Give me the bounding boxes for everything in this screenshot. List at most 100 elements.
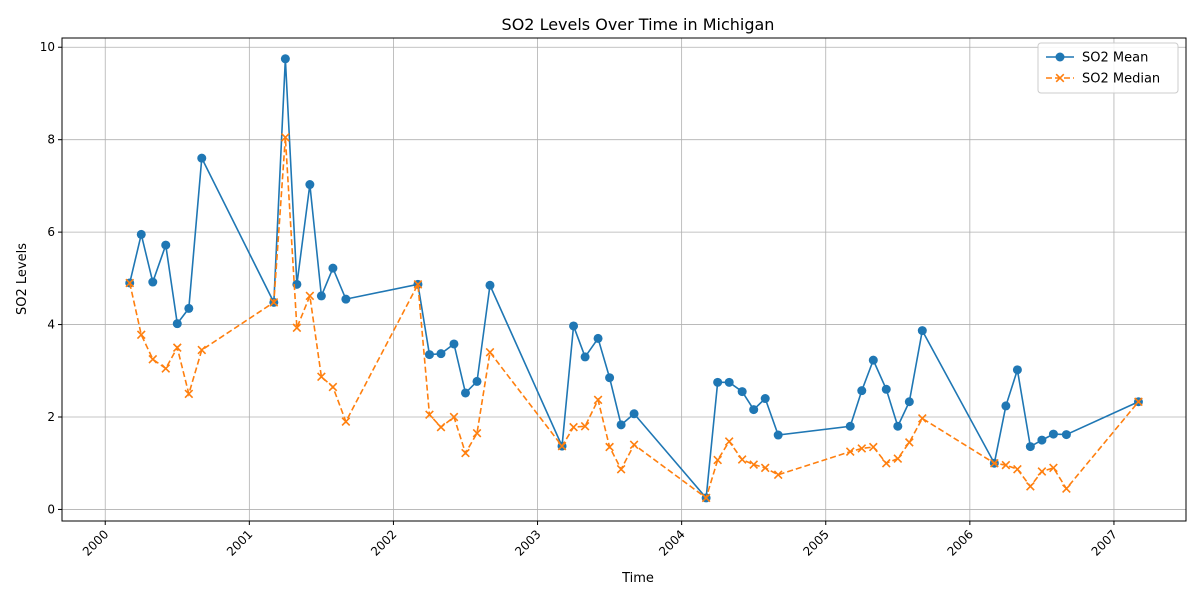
data-point — [737, 387, 747, 397]
data-point — [125, 278, 135, 288]
data-point — [1001, 401, 1011, 411]
data-point — [292, 323, 302, 333]
legend-marker — [1055, 73, 1065, 83]
data-point — [280, 54, 290, 64]
data-point — [161, 240, 171, 250]
y-axis: 0 2 4 6 8 10 — [40, 40, 62, 516]
data-point — [1037, 467, 1047, 476]
data-point — [460, 388, 470, 398]
data-point — [1048, 429, 1058, 439]
data-point — [881, 458, 891, 468]
data-point — [449, 412, 459, 422]
data-point — [724, 437, 734, 446]
y-tick-label: 10 — [40, 40, 55, 54]
data-point — [713, 455, 723, 465]
data-point — [580, 352, 590, 362]
legend: SO2 Mean SO2 Median — [1037, 42, 1179, 94]
data-point — [1025, 442, 1035, 452]
data-point — [436, 349, 446, 359]
data-point — [461, 448, 470, 458]
data-point — [436, 422, 446, 432]
data-point — [629, 440, 639, 450]
chart-title: SO2 Levels Over Time in Michigan — [502, 15, 775, 34]
data-point — [1037, 435, 1047, 445]
data-point — [629, 409, 639, 419]
data-point — [341, 294, 351, 304]
data-point — [1049, 463, 1058, 473]
data-point — [857, 386, 867, 396]
data-point — [593, 333, 603, 343]
data-point — [425, 410, 434, 420]
data-point — [904, 397, 914, 407]
data-point — [1026, 481, 1035, 491]
data-point — [305, 291, 315, 301]
data-point — [845, 447, 855, 457]
data-point — [749, 405, 759, 415]
data-point — [868, 355, 878, 365]
y-tick-label: 6 — [47, 225, 55, 239]
data-point — [424, 350, 434, 360]
series-so2-median — [125, 133, 1143, 503]
data-point — [569, 321, 579, 331]
data-point — [280, 133, 290, 142]
data-point — [773, 470, 783, 480]
data-point — [760, 394, 770, 404]
data-point — [328, 382, 338, 392]
series-layer — [125, 54, 1143, 503]
legend-label: SO2 Median — [1082, 72, 1160, 87]
data-point — [197, 345, 207, 355]
data-point — [893, 421, 903, 431]
y-tick-label: 4 — [47, 318, 55, 332]
data-point — [316, 291, 326, 301]
plot-frame — [61, 37, 1187, 522]
data-point — [305, 180, 315, 190]
data-point — [184, 303, 194, 313]
data-point — [317, 372, 326, 382]
data-point — [1061, 430, 1071, 440]
data-point — [605, 442, 614, 452]
data-point — [773, 430, 783, 440]
legend-box — [1037, 42, 1179, 94]
data-point — [172, 343, 182, 353]
data-point — [989, 458, 999, 468]
data-point — [197, 153, 207, 163]
data-point — [616, 420, 626, 430]
data-point — [413, 279, 423, 289]
data-point — [1062, 484, 1071, 494]
y-tick-label: 2 — [47, 410, 55, 424]
data-point — [857, 444, 867, 453]
data-point — [1012, 365, 1022, 375]
data-point — [917, 414, 927, 423]
data-point — [868, 442, 878, 452]
series-line — [128, 58, 1139, 500]
data-point — [449, 339, 459, 349]
data-point — [580, 421, 590, 431]
data-point — [148, 277, 158, 287]
data-point — [472, 376, 482, 386]
data-point — [904, 438, 914, 447]
data-point — [760, 463, 770, 473]
data-point — [148, 354, 158, 364]
data-point — [724, 377, 734, 387]
data-point — [593, 395, 603, 405]
y-tick-label: 0 — [47, 502, 55, 516]
legend-label: SO2 Mean — [1082, 51, 1148, 66]
data-point — [269, 298, 279, 307]
data-point — [616, 464, 626, 474]
data-point — [845, 421, 855, 431]
data-point — [713, 377, 723, 387]
data-point — [172, 319, 182, 329]
data-point — [341, 417, 351, 426]
data-point — [881, 384, 891, 394]
data-point — [737, 455, 747, 464]
data-point — [557, 441, 567, 451]
data-point — [485, 347, 495, 357]
data-point — [1134, 397, 1143, 407]
data-point — [749, 460, 759, 469]
data-point — [472, 428, 482, 438]
data-point — [893, 454, 903, 463]
series-line — [128, 137, 1140, 500]
legend-marker — [1055, 52, 1065, 62]
